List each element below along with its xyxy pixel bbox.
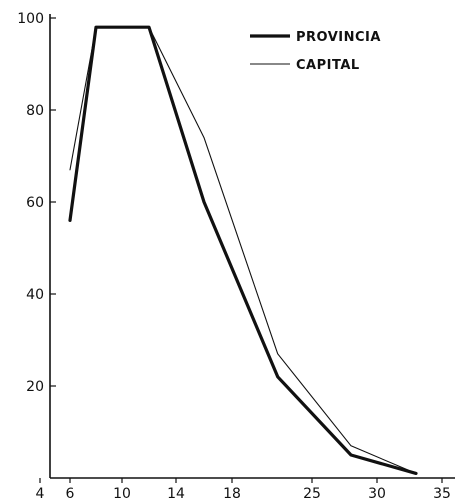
legend-label-capital: CAPITAL: [296, 58, 360, 73]
y-tick-label: 80: [26, 103, 44, 119]
x-tick-label: 10: [113, 486, 131, 502]
y-tick-label: 40: [26, 287, 44, 303]
x-tick-label: 18: [223, 486, 241, 502]
series-line-provincia: [68, 25, 418, 475]
x-tick-label: 30: [368, 486, 386, 502]
series-layer: [68, 25, 418, 475]
y-tick-label: 60: [26, 195, 44, 211]
x-tick-label: 14: [167, 486, 185, 502]
y-tick-label: 20: [26, 379, 44, 395]
axes: 20 40 60 80 100 4 6 10 14 18 25 30 35: [17, 11, 455, 502]
x-tick-label: 25: [303, 486, 321, 502]
y-tick-label: 100: [17, 11, 44, 27]
series-line-capital: [69, 26, 417, 474]
legend-label-provincia: PROVINCIA: [296, 30, 381, 45]
x-tick-label: 6: [66, 486, 75, 502]
x-tick-label: 4: [36, 486, 45, 502]
legend: PROVINCIA CAPITAL: [250, 30, 381, 73]
x-tick-label: 35: [433, 486, 451, 502]
